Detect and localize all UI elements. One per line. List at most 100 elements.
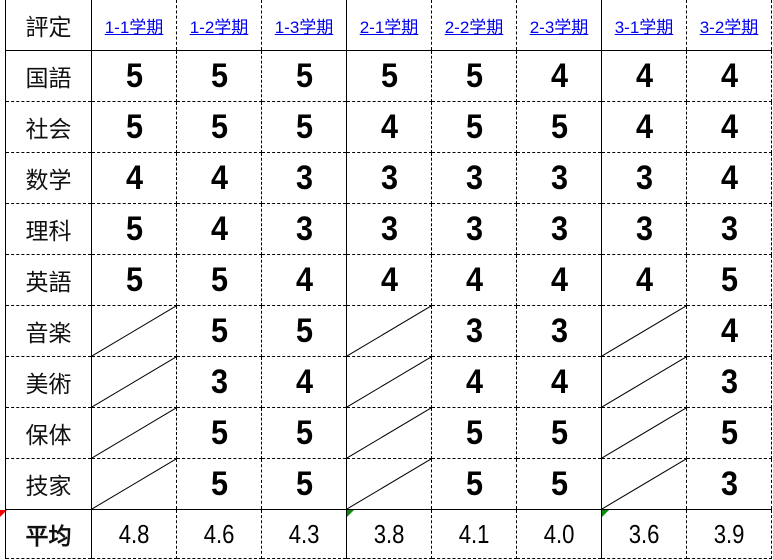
average-cell[interactable]: 3.6 <box>601 509 687 559</box>
grade-cell[interactable]: 4 <box>431 356 517 408</box>
average-cell[interactable]: 4.8 <box>91 509 177 559</box>
term-header-cell[interactable]: 1-1学期 <box>91 0 177 51</box>
empty-grade-cell[interactable] <box>91 356 177 408</box>
grade-cell[interactable]: 3 <box>431 203 517 255</box>
grade-cell[interactable]: 5 <box>431 407 517 459</box>
grade-cell[interactable]: 4 <box>516 254 602 306</box>
grade-cell[interactable]: 5 <box>91 50 177 102</box>
grade-cell[interactable]: 5 <box>91 101 177 153</box>
grade-cell[interactable]: 4 <box>601 101 687 153</box>
grade-cell[interactable]: 5 <box>516 407 602 459</box>
average-cell[interactable]: 4.0 <box>516 509 602 559</box>
grade-cell[interactable]: 5 <box>431 458 517 510</box>
term-link[interactable]: 3-1学期 <box>614 17 674 37</box>
grade-cell[interactable]: 5 <box>686 254 772 306</box>
grade-cell[interactable]: 3 <box>346 203 432 255</box>
grade-cell[interactable]: 5 <box>516 458 602 510</box>
grade-cell[interactable]: 4 <box>686 305 772 357</box>
empty-grade-cell[interactable] <box>346 458 432 510</box>
grade-cell[interactable]: 5 <box>176 305 262 357</box>
empty-grade-cell[interactable] <box>601 305 687 357</box>
empty-grade-cell[interactable] <box>346 407 432 459</box>
grade-cell[interactable]: 5 <box>686 407 772 459</box>
grade-value: 5 <box>210 464 228 503</box>
grade-cell[interactable]: 4 <box>686 152 772 204</box>
grade-cell[interactable]: 5 <box>176 101 262 153</box>
grade-cell[interactable]: 3 <box>516 305 602 357</box>
grade-cell[interactable]: 5 <box>516 101 602 153</box>
grade-cell[interactable]: 5 <box>261 458 347 510</box>
grade-cell[interactable]: 5 <box>176 254 262 306</box>
error-indicator-icon[interactable] <box>347 510 354 517</box>
term-header-cell[interactable]: 2-1学期 <box>346 0 432 51</box>
grade-cell[interactable]: 4 <box>686 50 772 102</box>
grade-cell[interactable]: 4 <box>601 50 687 102</box>
grade-cell[interactable]: 5 <box>261 305 347 357</box>
term-header-cell[interactable]: 2-2学期 <box>431 0 517 51</box>
term-link[interactable]: 1-1学期 <box>104 17 164 37</box>
grade-cell[interactable]: 3 <box>601 152 687 204</box>
grade-cell[interactable]: 4 <box>516 50 602 102</box>
average-cell[interactable]: 4.3 <box>261 509 347 559</box>
grade-cell[interactable]: 5 <box>261 407 347 459</box>
grade-cell[interactable]: 5 <box>431 101 517 153</box>
grade-cell[interactable]: 5 <box>176 458 262 510</box>
average-cell[interactable]: 3.9 <box>686 509 772 559</box>
grade-cell[interactable]: 3 <box>516 152 602 204</box>
grade-cell[interactable]: 5 <box>261 101 347 153</box>
empty-grade-cell[interactable] <box>346 356 432 408</box>
grade-cell[interactable]: 3 <box>431 305 517 357</box>
grade-cell[interactable]: 3 <box>516 203 602 255</box>
grade-cell[interactable]: 3 <box>346 152 432 204</box>
grade-cell[interactable]: 3 <box>176 356 262 408</box>
empty-grade-cell[interactable] <box>91 305 177 357</box>
grade-cell[interactable]: 3 <box>686 203 772 255</box>
empty-grade-cell[interactable] <box>91 458 177 510</box>
term-header-cell[interactable]: 3-2学期 <box>686 0 772 51</box>
term-header-cell[interactable]: 2-3学期 <box>516 0 602 51</box>
grade-cell[interactable]: 4 <box>346 101 432 153</box>
term-link[interactable]: 2-2学期 <box>444 17 504 37</box>
term-header-cell[interactable]: 3-1学期 <box>601 0 687 51</box>
term-header-cell[interactable]: 1-2学期 <box>176 0 262 51</box>
grade-cell[interactable]: 3 <box>686 356 772 408</box>
average-cell[interactable]: 4.1 <box>431 509 517 559</box>
term-link[interactable]: 1-2学期 <box>189 17 249 37</box>
term-link[interactable]: 1-3学期 <box>274 17 334 37</box>
grade-cell[interactable]: 4 <box>601 254 687 306</box>
average-cell[interactable]: 3.8 <box>346 509 432 559</box>
grade-cell[interactable]: 3 <box>431 152 517 204</box>
grade-cell[interactable]: 4 <box>261 254 347 306</box>
grade-cell[interactable]: 4 <box>346 254 432 306</box>
term-header-cell[interactable]: 1-3学期 <box>261 0 347 51</box>
grade-cell[interactable]: 5 <box>346 50 432 102</box>
diagonal-strike <box>602 357 686 407</box>
grade-cell[interactable]: 4 <box>516 356 602 408</box>
grade-cell[interactable]: 4 <box>431 254 517 306</box>
grade-cell[interactable]: 4 <box>176 203 262 255</box>
grade-cell[interactable]: 4 <box>261 356 347 408</box>
term-link[interactable]: 2-1学期 <box>359 17 419 37</box>
grade-cell[interactable]: 4 <box>91 152 177 204</box>
grade-cell[interactable]: 5 <box>176 407 262 459</box>
empty-grade-cell[interactable] <box>346 305 432 357</box>
empty-grade-cell[interactable] <box>601 356 687 408</box>
grade-cell[interactable]: 5 <box>91 203 177 255</box>
grade-cell[interactable]: 3 <box>261 203 347 255</box>
error-indicator-icon[interactable] <box>602 510 609 517</box>
grade-cell[interactable]: 3 <box>601 203 687 255</box>
grade-cell[interactable]: 3 <box>686 458 772 510</box>
empty-grade-cell[interactable] <box>601 458 687 510</box>
grade-cell[interactable]: 3 <box>261 152 347 204</box>
empty-grade-cell[interactable] <box>91 407 177 459</box>
grade-cell[interactable]: 5 <box>176 50 262 102</box>
grade-cell[interactable]: 4 <box>686 101 772 153</box>
grade-cell[interactable]: 5 <box>261 50 347 102</box>
average-cell[interactable]: 4.6 <box>176 509 262 559</box>
grade-cell[interactable]: 5 <box>91 254 177 306</box>
grade-cell[interactable]: 4 <box>176 152 262 204</box>
empty-grade-cell[interactable] <box>601 407 687 459</box>
grade-cell[interactable]: 5 <box>431 50 517 102</box>
term-link[interactable]: 2-3学期 <box>529 17 589 37</box>
term-link[interactable]: 3-2学期 <box>699 17 759 37</box>
